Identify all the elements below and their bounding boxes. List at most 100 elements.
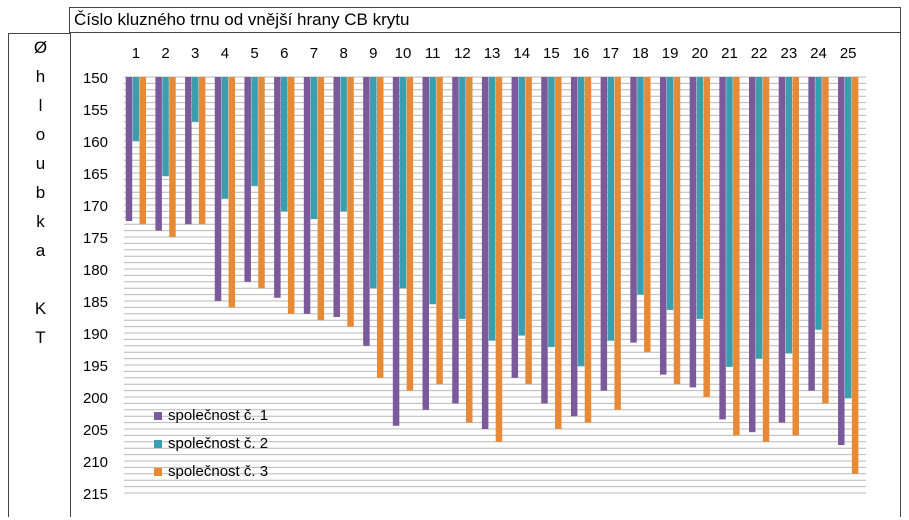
chart-title: Číslo kluzného trnu od vnější hrany CB k…: [74, 10, 410, 29]
y-axis-label-char: K: [34, 299, 47, 318]
y-tick-label: 160: [83, 134, 108, 151]
y-axis-label-char: u: [35, 154, 46, 173]
bar-series-3: [228, 77, 236, 308]
y-tick-label: 195: [83, 358, 108, 375]
y-tick-label: 170: [83, 198, 108, 215]
bar-series-3: [703, 77, 710, 397]
x-tick-label: 25: [840, 45, 857, 62]
legend-swatch: [154, 440, 162, 448]
bar-series-1: [659, 77, 667, 375]
bar-series-2: [429, 77, 436, 305]
bar-series-1: [481, 77, 489, 429]
bar-series-1: [244, 77, 251, 282]
y-axis-label-char: a: [35, 241, 46, 260]
bar-series-2: [666, 77, 674, 310]
legend-label: společnost č. 2: [168, 435, 268, 452]
bar-series-1: [541, 77, 548, 404]
bar-series-2: [637, 77, 644, 295]
bar-series-2: [488, 77, 496, 341]
bar-series-2: [132, 77, 140, 141]
x-tick-label: 14: [513, 45, 530, 62]
bar-series-1: [719, 77, 726, 420]
bar-series-2: [251, 77, 258, 186]
bar-series-3: [792, 77, 799, 436]
x-tick-label: 17: [602, 45, 619, 62]
y-tick-label: 210: [83, 454, 108, 471]
y-axis-label-char: k: [36, 212, 45, 231]
x-tick-label: 12: [454, 45, 471, 62]
bar-series-3: [584, 77, 592, 423]
bar-series-2: [577, 77, 585, 367]
x-tick-label: 13: [484, 45, 501, 62]
y-axis-label-char: b: [35, 183, 46, 202]
bar-series-1: [214, 77, 222, 301]
bar-series-1: [630, 77, 637, 343]
bar-series-3: [466, 77, 473, 423]
bar-series-3: [436, 77, 443, 385]
bar-series-1: [333, 77, 340, 317]
x-tick-label: 1: [132, 45, 140, 62]
bar-series-3: [733, 77, 740, 436]
x-tick-label: 8: [339, 45, 347, 62]
bar-series-1: [689, 77, 697, 388]
bar-series-3: [406, 77, 414, 391]
bar-series-3: [169, 77, 176, 237]
bar-series-2: [696, 77, 704, 319]
bar-series-2: [459, 77, 466, 319]
bar-series-1: [422, 77, 430, 410]
x-tick-label: 9: [369, 45, 377, 62]
legend-swatch: [154, 468, 162, 476]
bar-series-1: [838, 77, 845, 445]
bar-series-1: [125, 77, 133, 221]
y-axis-label-char: Ø: [33, 38, 48, 57]
bar-series-2: [340, 77, 347, 212]
bar-series-2: [815, 77, 822, 330]
x-tick-label: 18: [632, 45, 649, 62]
bar-series-2: [399, 77, 407, 289]
y-tick-label: 205: [83, 422, 108, 439]
bar-series-2: [607, 77, 615, 341]
bar-series-2: [785, 77, 793, 354]
x-tick-label: 21: [721, 45, 738, 62]
bar-series-2: [755, 77, 763, 359]
bar-series-3: [673, 77, 681, 385]
bar-series-3: [258, 77, 265, 289]
bar-series-2: [281, 77, 288, 212]
y-tick-label: 215: [83, 486, 108, 503]
legend-label: společnost č. 1: [168, 407, 268, 424]
bar-series-3: [851, 77, 859, 474]
bar-series-2: [162, 77, 169, 177]
x-tick-label: 5: [250, 45, 258, 62]
bar-series-1: [749, 77, 756, 433]
bar-series-2: [191, 77, 199, 122]
y-tick-label: 165: [83, 166, 108, 183]
bar-series-3: [644, 77, 651, 353]
y-axis-label-char: o: [35, 125, 46, 144]
bar-series-2: [370, 77, 377, 289]
x-tick-label: 4: [221, 45, 229, 62]
x-tick-label: 16: [573, 45, 590, 62]
x-tick-label: 7: [310, 45, 318, 62]
y-tick-label: 180: [83, 262, 108, 279]
bar-series-3: [822, 77, 829, 404]
bar-series-3: [139, 77, 147, 225]
x-tick-label: 20: [691, 45, 708, 62]
bar-series-1: [155, 77, 162, 231]
bar-series-3: [376, 77, 384, 378]
y-tick-label: 200: [83, 390, 108, 407]
y-tick-label: 190: [83, 326, 108, 343]
x-tick-label: 19: [662, 45, 679, 62]
y-axis-label-char: T: [35, 328, 46, 347]
x-tick-label: 3: [191, 45, 199, 62]
bar-series-3: [525, 77, 532, 385]
y-axis-label-char: l: [38, 96, 43, 115]
x-tick-label: 2: [161, 45, 169, 62]
bar-series-3: [287, 77, 295, 314]
y-tick-label: 185: [83, 294, 108, 311]
bar-series-3: [347, 77, 354, 327]
bar-series-1: [303, 77, 311, 314]
bar-series-1: [570, 77, 578, 417]
bar-series-3: [762, 77, 770, 442]
frame-right-border: [900, 33, 901, 517]
